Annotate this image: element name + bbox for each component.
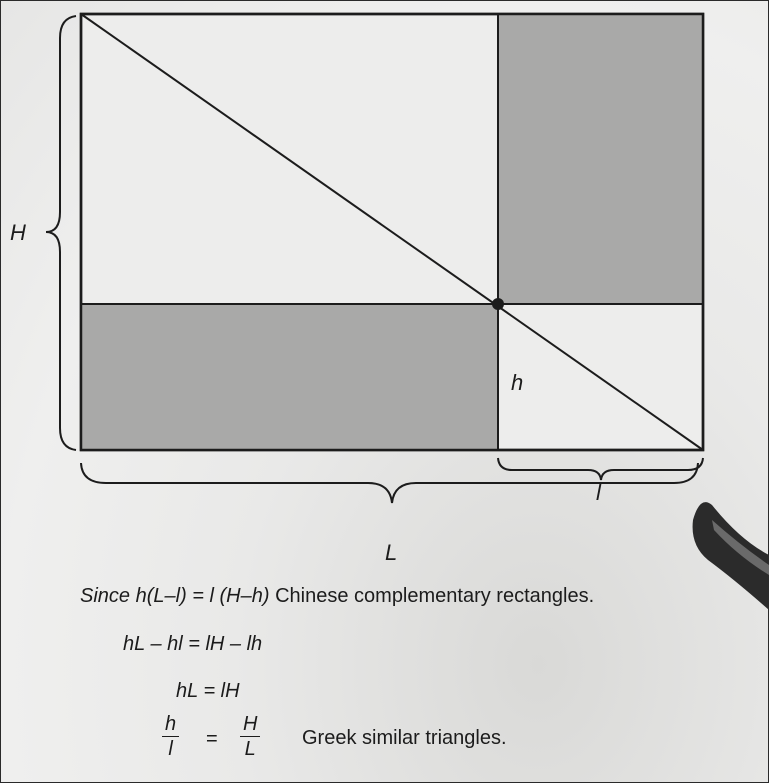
label-h: h — [511, 370, 523, 395]
equation-line-3: hL = lH — [176, 680, 240, 703]
label-L: L — [385, 540, 397, 565]
fraction-right-numerator: H — [240, 712, 261, 737]
expanded-expression: hL – hl = lH – lh — [123, 633, 263, 655]
fraction-left-denominator: l — [168, 738, 173, 760]
label-l: l — [596, 480, 602, 505]
brace-l — [497, 457, 704, 481]
intersection-point — [492, 298, 504, 310]
shaded-rectangle-top-right — [497, 13, 704, 305]
equals-sign: = — [206, 728, 218, 750]
fraction-left-numerator: h — [162, 712, 180, 737]
since-word: Since — [80, 585, 131, 607]
brush-decoration — [692, 502, 769, 610]
simplified-expression: hL = lH — [176, 680, 240, 702]
diagonal-line — [80, 13, 704, 451]
equation-line-2: hL – hl = lH – lh — [123, 633, 262, 656]
brush-highlight — [712, 520, 769, 575]
outer-border — [79, 12, 705, 452]
brace-L — [80, 462, 699, 504]
greek-caption: Greek similar triangles. — [302, 727, 507, 749]
label-H: H — [10, 220, 26, 245]
brace-H — [45, 15, 77, 451]
shaded-rectangle-bottom-left — [80, 303, 499, 451]
fraction-H-over-L: H L — [240, 712, 261, 761]
chinese-caption: Chinese complementary rectangles. — [275, 585, 595, 607]
equation-line-1: Since h(L–l) = l (H–h) Chinese complemen… — [80, 585, 594, 608]
fraction-h-over-l: h l — [162, 712, 180, 761]
complementary-expression: h(L–l) = l (H–h) — [135, 585, 270, 607]
fraction-right-denominator: L — [244, 738, 256, 760]
